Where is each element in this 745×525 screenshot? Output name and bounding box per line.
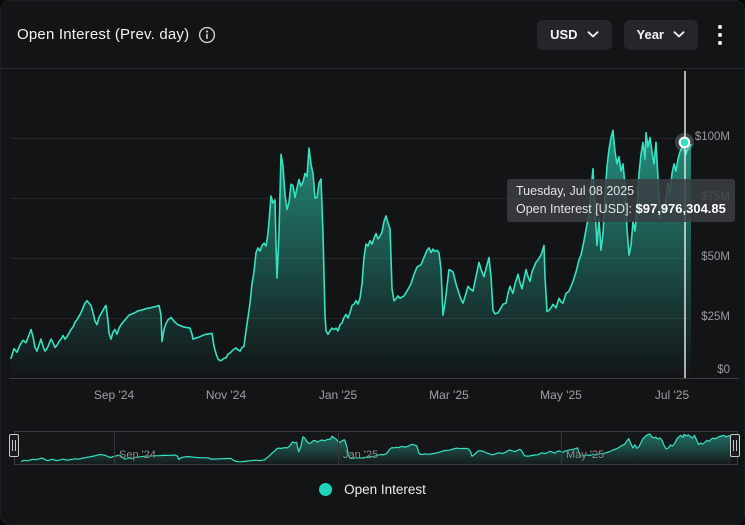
kebab-menu-button[interactable] [712, 20, 728, 50]
chart-legend: Open Interest [1, 482, 744, 497]
time-range-dropdown-value: Year [636, 27, 664, 42]
navigator-tick-label: May '25 [566, 449, 605, 461]
x-tick-label: Jan '25 [318, 388, 358, 402]
x-tick-label: May '25 [540, 388, 582, 402]
chevron-down-icon [673, 31, 685, 38]
widget-header: Open Interest (Prev. day) USD Year [1, 1, 744, 69]
currency-dropdown[interactable]: USD [537, 19, 612, 50]
currency-dropdown-value: USD [550, 27, 578, 42]
x-tick-label: Sep '24 [93, 388, 135, 402]
navigator-left-handle[interactable] [9, 434, 19, 457]
tooltip-value: $97,976,304.85 [635, 201, 726, 216]
info-icon[interactable] [198, 26, 216, 44]
legend-marker-icon [319, 483, 333, 496]
time-range-dropdown[interactable]: Year [623, 19, 698, 50]
tooltip-date: Tuesday, Jul 08 2025 [516, 184, 635, 198]
legend-label: Open Interest [344, 482, 426, 497]
navigator-tick-label: Sep '24 [119, 449, 156, 461]
y-tick-label: $0 [717, 364, 730, 376]
x-tick-label: Mar '25 [429, 388, 469, 402]
chart-plot-area[interactable] [11, 71, 691, 378]
legend-item-open-interest[interactable]: Open Interest [319, 482, 426, 497]
page-title: Open Interest (Prev. day) [17, 26, 190, 43]
chevron-down-icon [587, 31, 599, 38]
header-controls: USD Year [537, 19, 728, 50]
x-tick-label: Nov '24 [205, 388, 247, 402]
x-tick-label: Jul '25 [654, 388, 690, 402]
tooltip-series-label: Open Interest [USD]: [516, 202, 633, 216]
x-axis-line [9, 378, 739, 379]
y-tick-label: $100M [694, 130, 730, 143]
tooltip: Tuesday, Jul 08 2025 Open Interest [USD]… [507, 179, 735, 222]
navigator-right-handle[interactable] [730, 434, 740, 457]
y-tick-label: $25M [701, 310, 730, 323]
y-tick-label: $50M [701, 250, 730, 263]
navigator-tick-label: Jan '25 [343, 449, 379, 461]
